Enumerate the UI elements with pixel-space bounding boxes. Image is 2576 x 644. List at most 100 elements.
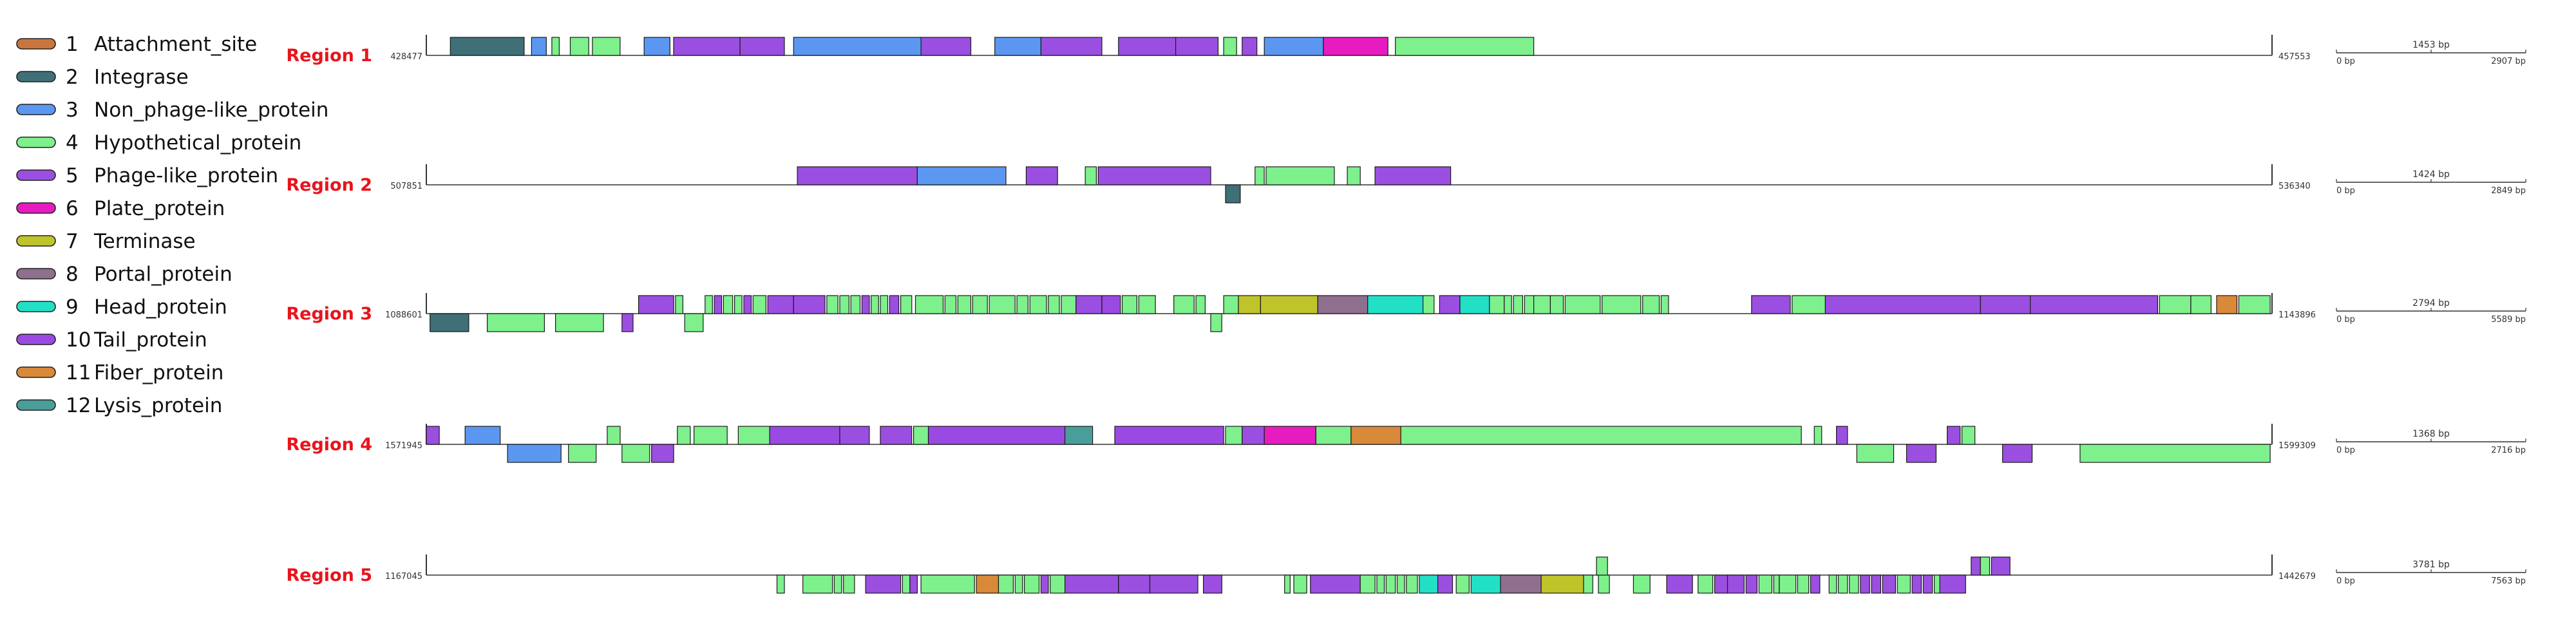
gene-phage-like-protein[interactable] <box>1824 295 1981 314</box>
gene-hypothetical-protein[interactable] <box>1225 426 1243 445</box>
gene-integrase[interactable] <box>430 313 469 332</box>
gene-integrase[interactable] <box>450 37 525 56</box>
gene-hypothetical-protein[interactable] <box>1121 295 1137 314</box>
gene-fiber-protein[interactable] <box>976 574 999 594</box>
gene-terminase[interactable] <box>1260 295 1318 314</box>
gene-phage-like-protein[interactable] <box>651 444 674 463</box>
gene-phage-like-protein[interactable] <box>2030 295 2159 314</box>
gene-hypothetical-protein[interactable] <box>920 574 975 594</box>
gene-hypothetical-protein[interactable] <box>1061 295 1077 314</box>
gene-hypothetical-protein[interactable] <box>1265 166 1335 185</box>
gene-hypothetical-protein[interactable] <box>568 444 597 463</box>
gene-phage-like-protein[interactable] <box>739 37 785 56</box>
gene-hypothetical-protein[interactable] <box>752 295 767 314</box>
gene-hypothetical-protein[interactable] <box>2079 444 2271 463</box>
gene-hypothetical-protein[interactable] <box>677 426 691 445</box>
gene-hypothetical-protein[interactable] <box>1564 295 1601 314</box>
gene-hypothetical-protein[interactable] <box>592 37 621 56</box>
gene-phage-like-protein[interactable] <box>1745 574 1757 594</box>
gene-non-phage-like-protein[interactable] <box>793 37 922 56</box>
gene-phage-like-protein[interactable] <box>861 295 870 314</box>
gene-hypothetical-protein[interactable] <box>1849 574 1859 594</box>
gene-hypothetical-protein[interactable] <box>1195 295 1206 314</box>
gene-hypothetical-protein[interactable] <box>1933 574 1940 594</box>
gene-phage-like-protein[interactable] <box>889 295 900 314</box>
gene-phage-like-protein[interactable] <box>426 426 440 445</box>
gene-phage-like-protein[interactable] <box>797 166 918 185</box>
gene-hypothetical-protein[interactable] <box>1633 574 1651 594</box>
gene-hypothetical-protein[interactable] <box>1255 166 1265 185</box>
gene-hypothetical-protein[interactable] <box>1598 574 1610 594</box>
gene-hypothetical-protein[interactable] <box>850 295 861 314</box>
gene-hypothetical-protein[interactable] <box>1284 574 1291 594</box>
gene-terminase[interactable] <box>1238 295 1262 314</box>
gene-phage-like-protein[interactable] <box>839 426 870 445</box>
gene-hypothetical-protein[interactable] <box>1385 574 1396 594</box>
gene-hypothetical-protein[interactable] <box>1396 574 1405 594</box>
gene-phage-like-protein[interactable] <box>1202 574 1222 594</box>
gene-phage-like-protein[interactable] <box>793 295 826 314</box>
gene-head-protein[interactable] <box>1470 574 1501 594</box>
gene-hypothetical-protein[interactable] <box>734 295 743 314</box>
gene-hypothetical-protein[interactable] <box>1698 574 1714 594</box>
gene-hypothetical-protein[interactable] <box>1138 295 1156 314</box>
gene-hypothetical-protein[interactable] <box>880 295 889 314</box>
gene-hypothetical-protein[interactable] <box>1489 295 1505 314</box>
gene-phage-like-protein[interactable] <box>1242 426 1265 445</box>
gene-non-phage-like-protein[interactable] <box>916 166 1007 185</box>
gene-hypothetical-protein[interactable] <box>607 426 621 445</box>
gene-portal-protein[interactable] <box>1317 295 1368 314</box>
gene-hypothetical-protein[interactable] <box>902 574 911 594</box>
gene-hypothetical-protein[interactable] <box>1596 556 1608 576</box>
gene-hypothetical-protein[interactable] <box>1797 574 1810 594</box>
gene-hypothetical-protein[interactable] <box>723 295 734 314</box>
gene-tail-protein[interactable] <box>1114 426 1224 445</box>
gene-phage-like-protein[interactable] <box>1439 295 1461 314</box>
gene-fiber-protein[interactable] <box>1350 426 1401 445</box>
gene-hypothetical-protein[interactable] <box>972 295 988 314</box>
gene-head-protein[interactable] <box>1459 295 1490 314</box>
gene-hypothetical-protein[interactable] <box>1359 574 1376 594</box>
gene-hypothetical-protein[interactable] <box>569 37 589 56</box>
gene-hypothetical-protein[interactable] <box>1549 295 1564 314</box>
gene-hypothetical-protein[interactable] <box>1533 295 1551 314</box>
gene-hypothetical-protein[interactable] <box>871 295 879 314</box>
gene-phage-like-protein[interactable] <box>1751 295 1791 314</box>
gene-head-protein[interactable] <box>1419 574 1439 594</box>
gene-hypothetical-protein[interactable] <box>1856 444 1895 463</box>
gene-hypothetical-protein[interactable] <box>1980 556 1991 576</box>
gene-hypothetical-protein[interactable] <box>900 295 913 314</box>
gene-hypothetical-protein[interactable] <box>1513 295 1524 314</box>
gene-hypothetical-protein[interactable] <box>1792 295 1826 314</box>
gene-phage-like-protein[interactable] <box>1040 574 1049 594</box>
gene-hypothetical-protein[interactable] <box>705 295 713 314</box>
gene-phage-like-protein[interactable] <box>1064 574 1119 594</box>
gene-phage-like-protein[interactable] <box>1175 37 1219 56</box>
gene-hypothetical-protein[interactable] <box>1223 37 1237 56</box>
gene-hypothetical-protein[interactable] <box>957 295 972 314</box>
gene-hypothetical-protein[interactable] <box>675 295 684 314</box>
gene-hypothetical-protein[interactable] <box>693 426 728 445</box>
gene-non-phage-like-protein[interactable] <box>507 444 562 463</box>
gene-phage-like-protein[interactable] <box>1911 574 1922 594</box>
gene-hypothetical-protein[interactable] <box>1779 574 1797 594</box>
gene-phage-like-protein[interactable] <box>638 295 674 314</box>
gene-hypothetical-protein[interactable] <box>1395 37 1535 56</box>
gene-hypothetical-protein[interactable] <box>843 574 855 594</box>
gene-hypothetical-protein[interactable] <box>1347 166 1361 185</box>
gene-plate-protein[interactable] <box>1264 426 1316 445</box>
gene-phage-like-protein[interactable] <box>1882 574 1897 594</box>
gene-phage-like-protein[interactable] <box>1906 444 1937 463</box>
gene-hypothetical-protein[interactable] <box>1423 295 1435 314</box>
gene-hypothetical-protein[interactable] <box>1023 574 1040 594</box>
gene-hypothetical-protein[interactable] <box>1504 295 1512 314</box>
gene-phage-like-protein[interactable] <box>743 295 752 314</box>
gene-hypothetical-protein[interactable] <box>1961 426 1976 445</box>
gene-hypothetical-protein[interactable] <box>833 574 842 594</box>
gene-hypothetical-protein[interactable] <box>1084 166 1097 185</box>
gene-phage-like-protein[interactable] <box>621 313 634 332</box>
gene-phage-like-protein[interactable] <box>1860 574 1870 594</box>
gene-hypothetical-protein[interactable] <box>1773 574 1780 594</box>
gene-phage-like-protein[interactable] <box>865 574 902 594</box>
gene-hypothetical-protein[interactable] <box>944 295 957 314</box>
